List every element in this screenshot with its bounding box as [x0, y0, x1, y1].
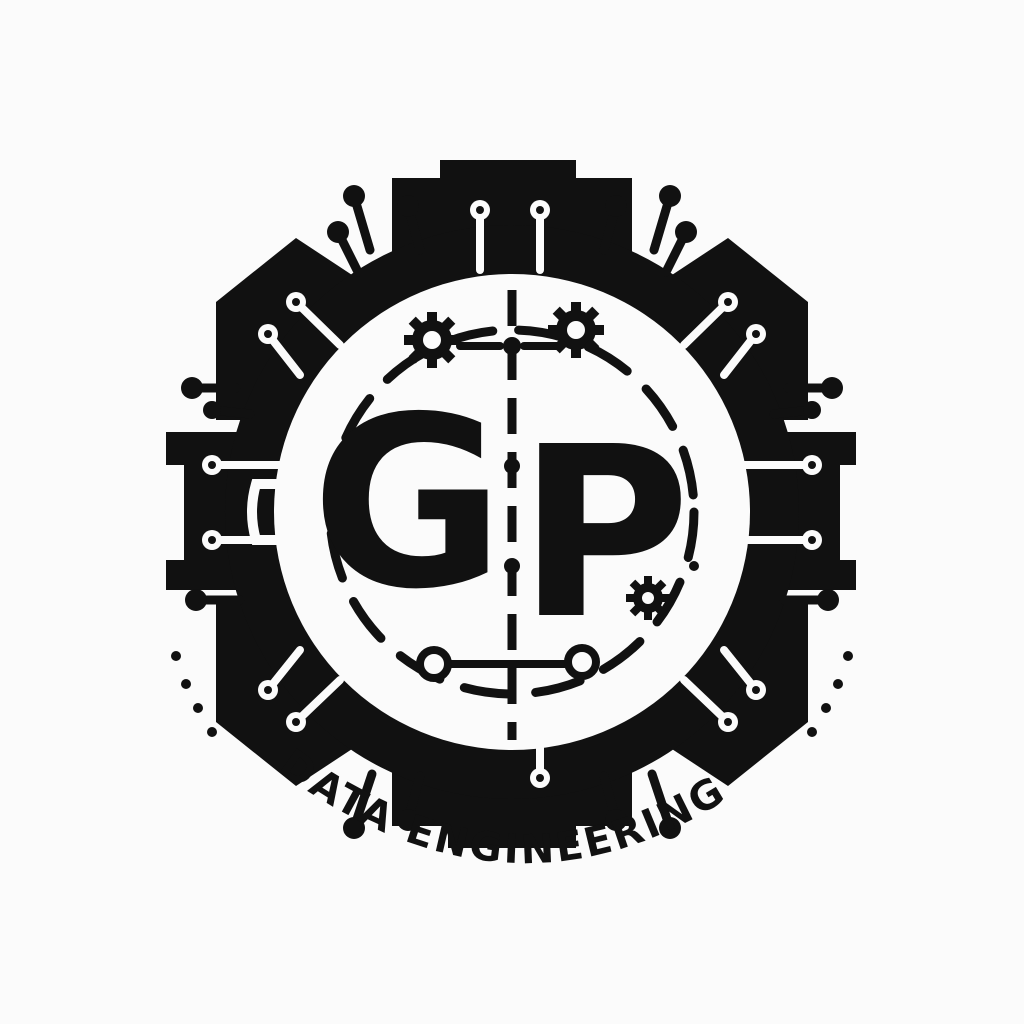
center-dot: [504, 458, 520, 474]
circuit-node-icon: [605, 809, 627, 831]
chip-body: [166, 160, 856, 848]
gear-icon: [404, 312, 460, 368]
monogram-p: P: [518, 396, 691, 671]
circuit-node-icon: [659, 185, 681, 207]
circuit-node-icon: [659, 817, 681, 839]
dotted-arc: [171, 651, 853, 737]
gear-icon: [626, 576, 670, 620]
circuit-node-icon: [689, 561, 699, 571]
circuit-node-icon: [416, 646, 452, 682]
circuit-node-icon: [821, 377, 843, 399]
gear-icon: [548, 302, 604, 358]
circuit-node-icon: [803, 401, 821, 419]
outer-pin-balls: [181, 185, 843, 839]
center-dot: [504, 558, 520, 574]
circuit-node-icon: [503, 337, 521, 355]
circuit-node-icon: [327, 221, 349, 243]
monogram-g: G: [311, 366, 505, 641]
inner-node-holes: [208, 206, 816, 782]
circuit-node-icon: [564, 644, 600, 680]
circuit-node-icon: [397, 195, 419, 217]
circuit-node-icon: [397, 809, 419, 831]
circuit-node-icon: [343, 185, 365, 207]
circuit-node-icon: [605, 195, 627, 217]
circuit-node-icon: [203, 401, 221, 419]
circuit-node-icon: [817, 589, 839, 611]
circuit-node-icon: [343, 817, 365, 839]
bottom-connector: [416, 644, 600, 682]
circuit-node-icon: [675, 221, 697, 243]
circuit-node-icon: [185, 589, 207, 611]
circuit-node-icon: [181, 377, 203, 399]
